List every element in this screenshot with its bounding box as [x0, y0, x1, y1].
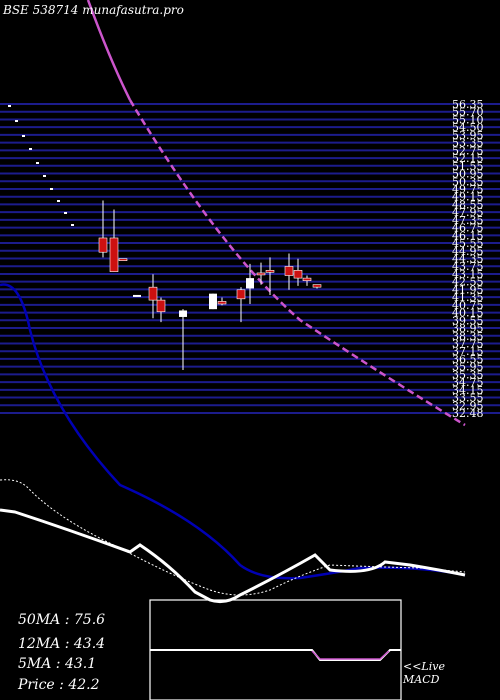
macd-panel	[149, 599, 402, 700]
price-axis-labels: 56.3555.7055.1054.5053.9553.3552.7552.15…	[452, 98, 484, 420]
trend-dot	[22, 135, 25, 137]
candle-body	[302, 277, 312, 282]
y-tick-label: 50.35	[452, 175, 484, 188]
trend-dot	[36, 162, 39, 164]
candle-body	[118, 258, 128, 261]
candle-body	[179, 310, 187, 317]
price-label: Price : 42.2	[18, 677, 100, 693]
y-tick-label: 42.55	[452, 276, 484, 289]
y-tick-label: 34.15	[452, 384, 484, 397]
candle-body	[246, 278, 254, 289]
y-tick-label: 53.95	[452, 129, 484, 142]
trend-line-solid	[86, 0, 132, 101]
y-tick-label: 44.35	[452, 253, 484, 266]
y-tick-label: 52.75	[452, 144, 484, 157]
y-tick-label: 50.95	[452, 168, 484, 181]
y-tick-label: 56.35	[452, 98, 484, 111]
trend-line	[86, 0, 466, 427]
trend-dot	[50, 188, 53, 190]
y-tick-label: 37.15	[452, 345, 484, 358]
candle-body	[98, 237, 108, 253]
trend-dot	[15, 120, 18, 122]
y-tick-label: 49.75	[452, 183, 484, 196]
candle-body	[109, 237, 119, 272]
y-tick-label: 44.95	[452, 245, 484, 258]
macd-signal-line	[311, 650, 390, 660]
y-tick-label: 33.55	[452, 392, 484, 405]
macd-line	[150, 649, 401, 661]
y-tick-label: 40.15	[452, 307, 484, 320]
y-tick-label: 40.75	[452, 299, 484, 312]
ma5-label: 5MA : 43.1	[18, 656, 97, 672]
candle-body	[284, 266, 294, 276]
candle-body	[156, 299, 166, 313]
y-tick-label: 38.35	[452, 330, 484, 343]
y-tick-label: 41.95	[452, 283, 484, 296]
chart-title: BSE 538714 munafasutra.pro	[3, 3, 184, 17]
candle-body	[133, 294, 141, 297]
ma-line-white	[0, 508, 466, 604]
y-tick-label: 36.55	[452, 353, 484, 366]
y-tick-label: 47.35	[452, 214, 484, 227]
ma-line-dotted	[0, 479, 466, 596]
y-tick-label: 34.75	[452, 376, 484, 389]
y-tick-label: 55.70	[452, 106, 484, 119]
y-tick-label: 54.50	[452, 121, 484, 134]
ma12-label: 12MA : 43.4	[18, 636, 106, 652]
y-tick-label: 38.95	[452, 322, 484, 335]
ma-line-blue	[0, 283, 466, 580]
trend-dot	[29, 148, 32, 150]
trend-dot	[71, 224, 74, 226]
moving-average-panel	[0, 283, 466, 604]
candle-body	[265, 270, 275, 273]
y-tick-label: 55.10	[452, 113, 484, 126]
price-dots	[8, 105, 74, 226]
trend-dot	[57, 200, 60, 202]
y-tick-label: 46.15	[452, 229, 484, 242]
macd-title: MACD	[403, 673, 440, 686]
y-tick-label: 47.95	[452, 206, 484, 219]
y-tick-label: 45.55	[452, 237, 484, 250]
y-tick-label: 52.15	[452, 152, 484, 165]
price-grid	[0, 103, 500, 414]
trend-line-dashed	[128, 99, 466, 427]
trend-dot	[43, 175, 46, 177]
candle-body	[256, 272, 266, 276]
y-tick-label: 43.15	[452, 268, 484, 281]
y-tick-label: 35.35	[452, 368, 484, 381]
y-tick-label: 32.95	[452, 399, 484, 412]
y-tick-label: 49.15	[452, 191, 484, 204]
y-tick-label: 32.48	[452, 407, 484, 420]
y-tick-label: 39.55	[452, 314, 484, 327]
y-tick-label: 35.95	[452, 361, 484, 374]
y-tick-label: 37.75	[452, 337, 484, 350]
candle-body	[217, 301, 227, 305]
trend-dot	[64, 212, 67, 214]
candle-body	[148, 286, 158, 301]
y-tick-label: 43.75	[452, 260, 484, 273]
trend-dot	[8, 105, 11, 107]
y-tick-label: 46.75	[452, 222, 484, 235]
candle-body	[209, 293, 217, 310]
candle-body	[236, 289, 246, 300]
candlestick-series	[98, 200, 322, 371]
y-tick-label: 48.55	[452, 198, 484, 211]
y-tick-label: 53.35	[452, 137, 484, 150]
y-tick-label: 51.55	[452, 160, 484, 173]
macd-live-label: <<Live	[403, 660, 445, 673]
y-tick-label: 41.35	[452, 291, 484, 304]
candle-body	[312, 284, 322, 288]
candle-body	[293, 270, 303, 279]
ma50-label: 50MA : 75.6	[18, 612, 106, 628]
